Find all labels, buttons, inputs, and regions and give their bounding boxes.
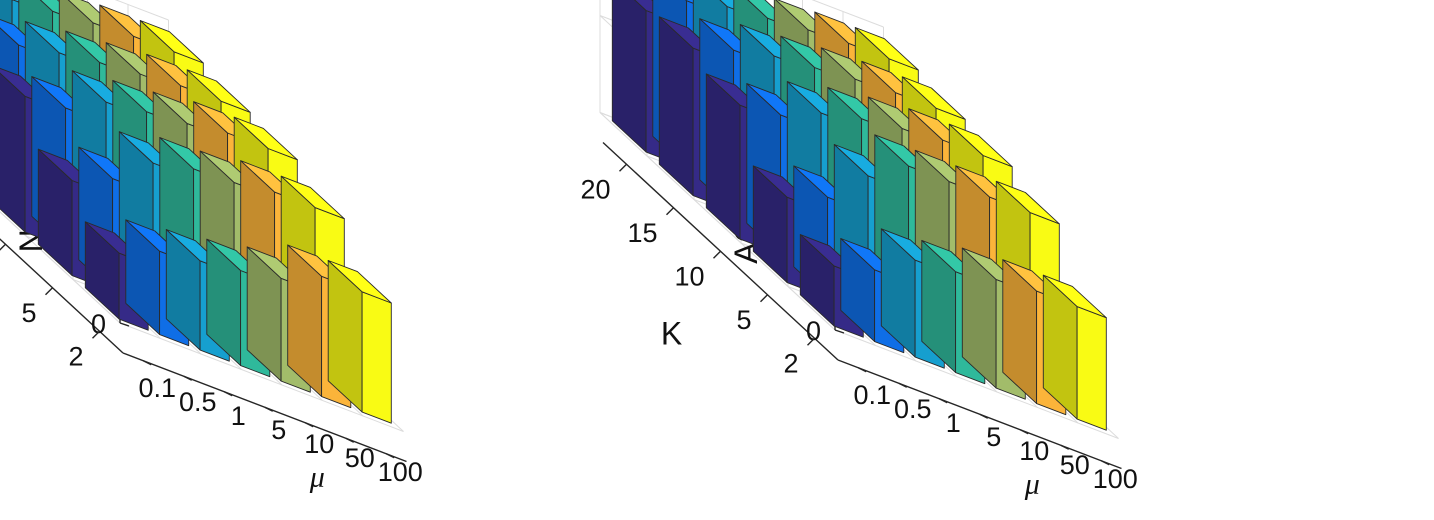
acc-chart: 00.51251015200.10.5151050100ACCKμ <box>580 0 1138 500</box>
mu-tick-label: 0.5 <box>179 387 217 417</box>
bars <box>611 0 1107 431</box>
mu-tick-label: 50 <box>345 443 375 473</box>
k-tick-label: 20 <box>580 174 610 204</box>
mu-tick-label: 0.1 <box>853 380 891 410</box>
mu-tick-label: 5 <box>986 422 1001 452</box>
mu-tick-label: 0.1 <box>138 373 176 403</box>
nmi-chart: 00.51251015200.10.5151050100NMIKμ <box>0 0 423 493</box>
bar <box>1042 274 1107 431</box>
mu-tick-label: 100 <box>378 457 423 487</box>
k-tick-label: 5 <box>21 298 36 328</box>
z-tick-label: 0 <box>806 316 821 346</box>
k-tick-label: 10 <box>674 261 704 291</box>
mu-axis-label: μ <box>309 460 325 493</box>
bar <box>327 260 392 424</box>
mu-tick-label: 1 <box>946 408 961 438</box>
mu-tick-label: 10 <box>1019 436 1049 466</box>
k-tick-label: 5 <box>736 305 751 335</box>
k-tick-label: 2 <box>68 341 83 371</box>
mu-tick-label: 10 <box>304 429 334 459</box>
mu-tick-label: 5 <box>271 415 286 445</box>
mu-tick-label: 50 <box>1060 450 1090 480</box>
k-axis-label: K <box>661 315 682 351</box>
mu-axis-label: μ <box>1024 467 1040 500</box>
k-tick-label: 2 <box>783 348 798 378</box>
z-tick-label: 0 <box>91 309 106 339</box>
mu-tick-label: 0.5 <box>894 394 932 424</box>
k-tick-label: 15 <box>627 218 657 248</box>
bars <box>0 0 392 424</box>
mu-tick-label: 1 <box>231 401 246 431</box>
mu-tick-label: 100 <box>1093 464 1138 494</box>
